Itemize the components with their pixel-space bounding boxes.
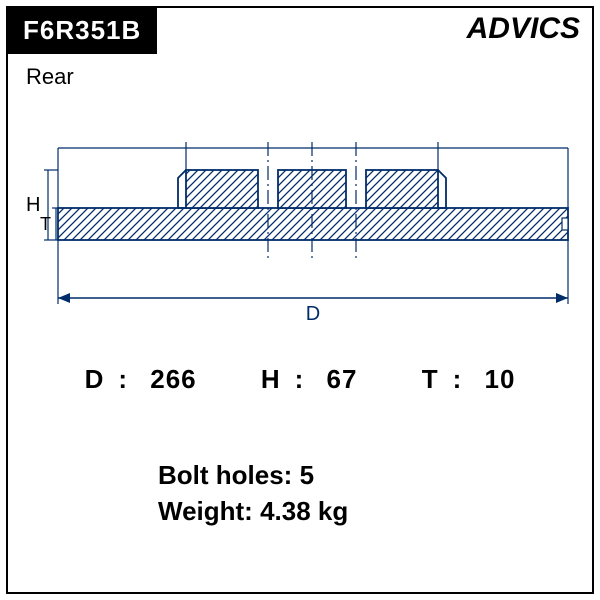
dimensions-row: D: 266 H: 67 T: 10 — [8, 364, 592, 395]
bolt-holes-spec: Bolt holes: 5 — [158, 460, 314, 491]
svg-text:D: D — [306, 303, 320, 325]
dim-T: T: 10 — [408, 364, 530, 394]
weight-spec: Weight: 4.38 kg — [158, 496, 348, 527]
svg-text:T: T — [40, 214, 51, 234]
dim-H: H: 67 — [247, 364, 380, 394]
dim-D: D: 266 — [71, 364, 219, 394]
svg-text:H: H — [26, 194, 40, 216]
